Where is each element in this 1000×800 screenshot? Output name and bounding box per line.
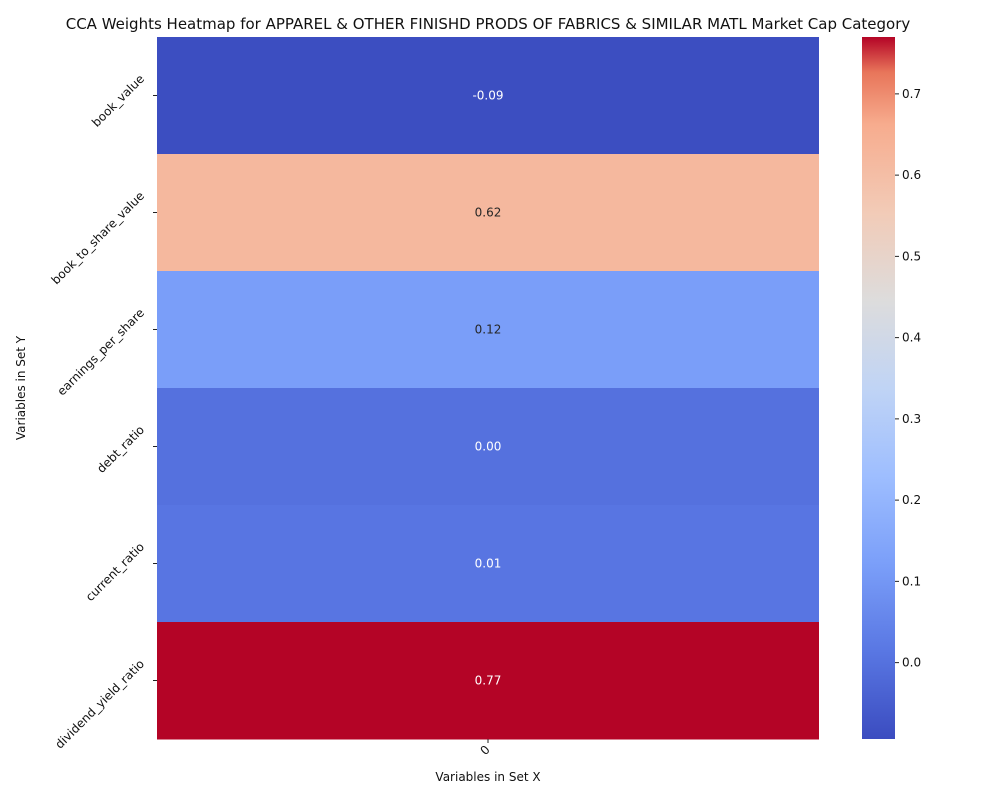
cell-value-label: 0.01 [475,557,502,571]
x-axis-label: Variables in Set X [435,770,540,784]
cell-value-label: 0.62 [475,206,502,220]
chart-title: CCA Weights Heatmap for APPAREL & OTHER … [66,15,911,33]
heatmap-cell [157,271,819,389]
y-tick-label: book_value [89,72,147,130]
y-tick-label: earnings_per_share [54,306,147,399]
y-axis-label: Variables in Set Y [14,335,28,440]
heatmap-cells: -0.09 0.62 0.12 0.00 0.01 0.77 [157,37,819,740]
y-axis-ticks: book_value book_to_share_value earnings_pe… [49,72,157,752]
colorbar-tick-label: 0.6 [902,168,921,182]
colorbar-tick-label: 0.0 [902,656,921,670]
colorbar-tick-label: 0.5 [902,249,921,263]
colorbar-tick-label: 0.1 [902,574,921,588]
x-tick-label: 0 [478,743,493,758]
x-axis-ticks: 0 [478,739,493,758]
colorbar-tick-label: 0.7 [902,87,921,101]
colorbar: 0.0 0.1 0.2 0.3 0.4 0.5 0.6 0.7 [862,37,921,739]
heatmap-cell [157,388,819,506]
cell-value-label: 0.00 [475,440,502,454]
y-tick-label: debt_ratio [94,423,147,476]
cell-value-label: -0.09 [472,89,503,103]
colorbar-tick-label: 0.3 [902,412,921,426]
colorbar-ticks: 0.0 0.1 0.2 0.3 0.4 0.5 0.6 0.7 [895,87,921,670]
cell-value-label: 0.12 [475,323,502,337]
y-tick-label: current_ratio [83,540,147,604]
heatmap-cell [157,154,819,272]
colorbar-tick-label: 0.2 [902,493,921,507]
heatmap-cell [157,505,819,623]
colorbar-tick-label: 0.4 [902,331,921,345]
heatmap-cell [157,622,819,740]
heatmap-cell [157,37,819,155]
cell-value-label: 0.77 [475,674,502,688]
y-tick-label: dividend_yield_ratio [52,657,147,752]
y-tick-label: book_to_share_value [49,189,148,288]
colorbar-gradient [862,37,895,739]
